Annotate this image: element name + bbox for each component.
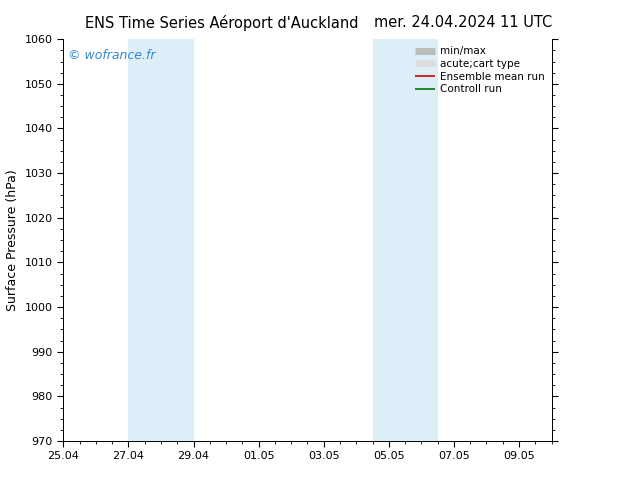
Text: © wofrance.fr: © wofrance.fr — [68, 49, 156, 62]
Text: mer. 24.04.2024 11 UTC: mer. 24.04.2024 11 UTC — [373, 15, 552, 30]
Bar — [373, 39, 437, 441]
Text: ENS Time Series Aéroport d'Auckland: ENS Time Series Aéroport d'Auckland — [85, 15, 359, 31]
Legend: min/max, acute;cart type, Ensemble mean run, Controll run: min/max, acute;cart type, Ensemble mean … — [413, 45, 547, 97]
Bar — [129, 39, 193, 441]
Y-axis label: Surface Pressure (hPa): Surface Pressure (hPa) — [6, 169, 19, 311]
